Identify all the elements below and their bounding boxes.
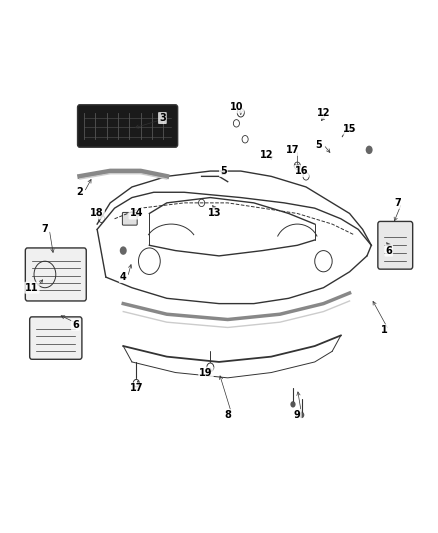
Text: 17: 17 (130, 383, 143, 393)
Text: 9: 9 (294, 410, 301, 420)
Text: 8: 8 (224, 410, 231, 420)
FancyBboxPatch shape (378, 221, 413, 269)
Text: 6: 6 (72, 320, 79, 330)
Text: 13: 13 (208, 208, 221, 219)
Text: 15: 15 (343, 124, 357, 134)
Text: 10: 10 (230, 102, 243, 112)
Circle shape (366, 146, 373, 154)
Text: 11: 11 (25, 282, 39, 293)
Circle shape (120, 246, 127, 255)
Text: 17: 17 (286, 145, 300, 155)
Text: 2: 2 (76, 187, 83, 197)
FancyBboxPatch shape (30, 317, 82, 359)
FancyBboxPatch shape (78, 105, 178, 147)
Text: 1: 1 (381, 325, 388, 335)
Text: 14: 14 (130, 208, 143, 219)
Text: 16: 16 (295, 166, 308, 176)
Circle shape (290, 401, 296, 408)
Text: 7: 7 (394, 198, 401, 208)
FancyBboxPatch shape (122, 213, 137, 225)
Circle shape (299, 412, 304, 418)
Text: 7: 7 (42, 224, 48, 235)
Text: 6: 6 (385, 246, 392, 256)
Text: 19: 19 (199, 368, 213, 377)
Text: 3: 3 (159, 113, 166, 123)
FancyBboxPatch shape (25, 248, 86, 301)
Text: 4: 4 (120, 272, 127, 282)
Text: 18: 18 (90, 208, 104, 219)
Text: 12: 12 (317, 108, 330, 118)
Text: 5: 5 (220, 166, 227, 176)
Text: 12: 12 (260, 150, 274, 160)
Text: 5: 5 (316, 140, 322, 150)
